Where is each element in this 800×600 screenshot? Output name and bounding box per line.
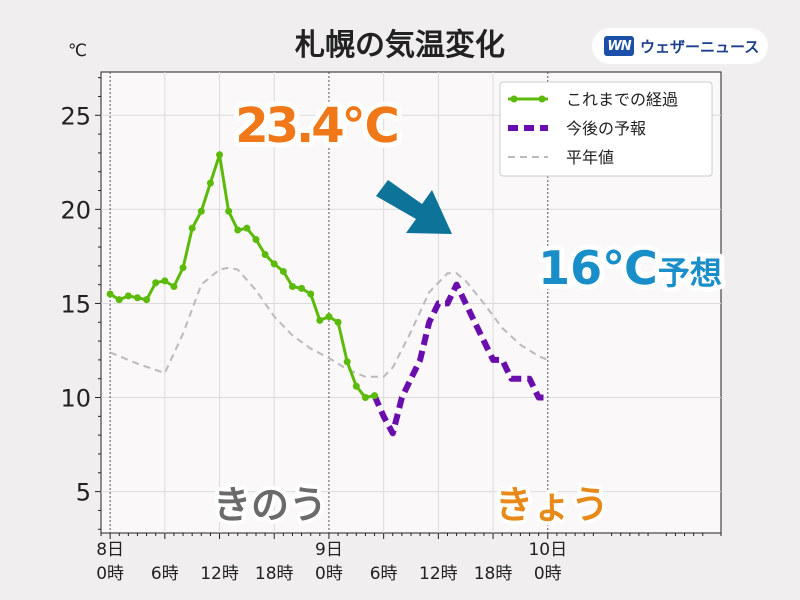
- legend-box: [499, 81, 713, 177]
- legend-marker-observed: [510, 95, 518, 103]
- legend-marker-observed: [538, 95, 546, 103]
- legend: これまでの経過 今後の予報 平年値: [499, 81, 713, 177]
- data-point-observed: [206, 179, 214, 187]
- x-tick-label: 6時: [370, 564, 398, 584]
- down-right-arrow-icon: [376, 180, 452, 234]
- data-point-observed: [298, 284, 306, 292]
- x-tick-label: 12時: [200, 564, 239, 584]
- data-point-observed: [152, 279, 160, 287]
- y-tick-label: 10: [60, 385, 91, 413]
- data-point-observed: [261, 251, 269, 259]
- weathernews-logo-mark: WN: [604, 36, 634, 56]
- data-point-observed: [361, 394, 369, 402]
- y-tick-label: 15: [60, 290, 91, 318]
- series-line-normal: [109, 266, 549, 378]
- data-point-observed: [307, 290, 315, 298]
- data-point-observed: [143, 296, 151, 304]
- data-point-observed: [234, 226, 242, 234]
- peak-annotation: 23.4℃: [235, 98, 397, 154]
- y-tick-label: 5: [76, 479, 91, 507]
- data-point-observed: [161, 277, 169, 285]
- y-tick-label: 20: [60, 196, 91, 224]
- forecast-suffix: 予想: [658, 254, 722, 292]
- data-point-observed: [288, 283, 296, 291]
- forecast-value: 16℃: [538, 241, 658, 295]
- y-axis-ticks: 5 10 15 20 25: [60, 77, 101, 530]
- data-point-observed: [216, 151, 224, 159]
- data-point-observed: [188, 224, 196, 232]
- data-point-observed: [225, 207, 233, 215]
- label-today: きょう: [495, 483, 609, 527]
- data-point-observed: [343, 358, 351, 366]
- y-axis-unit-label: ℃: [68, 41, 87, 61]
- data-point-observed: [316, 316, 324, 324]
- data-point-observed: [279, 267, 287, 275]
- legend-label-normal: 平年値: [566, 148, 614, 167]
- data-point-observed: [115, 296, 123, 304]
- x-tick-label: 18時: [474, 564, 513, 584]
- weathernews-logo-text: ウェザーニュース: [640, 37, 760, 56]
- x-tick-label: 12時: [419, 564, 458, 584]
- data-point-observed: [352, 382, 360, 390]
- data-point-observed: [371, 392, 379, 400]
- data-point-observed: [334, 318, 342, 326]
- data-point-observed: [170, 283, 178, 291]
- chart-title: 札幌の気温変化: [295, 28, 505, 63]
- label-yesterday: きのう: [213, 483, 327, 527]
- data-point-observed: [197, 207, 205, 215]
- series-layer: [106, 151, 549, 437]
- data-point-observed: [243, 224, 251, 232]
- forecast-annotation: 16℃予想: [538, 241, 722, 295]
- data-point-observed: [325, 313, 333, 321]
- x-tick-label: 9日 0時: [315, 540, 343, 584]
- legend-label-forecast: 今後の予報: [566, 119, 646, 138]
- data-point-observed: [252, 235, 260, 243]
- x-tick-label: 18時: [255, 564, 294, 584]
- weathernews-logo: WN ウェザーニュース: [592, 28, 768, 64]
- y-tick-label: 25: [60, 102, 91, 130]
- x-axis-ticks: 8日 0時 6時 12時 18時 9日 0時 6時 12時 18時 10日 0時: [96, 533, 722, 584]
- legend-label-observed: これまでの経過: [566, 90, 678, 109]
- data-point-observed: [106, 290, 114, 298]
- series-line-forecast: [371, 281, 548, 437]
- x-tick-label: 6時: [151, 564, 179, 584]
- x-tick-label: 10日 0時: [528, 540, 567, 584]
- data-point-observed: [179, 264, 187, 272]
- data-point-observed: [124, 292, 132, 300]
- data-point-observed: [270, 260, 278, 268]
- x-tick-label: 8日 0時: [96, 540, 124, 584]
- data-point-observed: [133, 294, 141, 302]
